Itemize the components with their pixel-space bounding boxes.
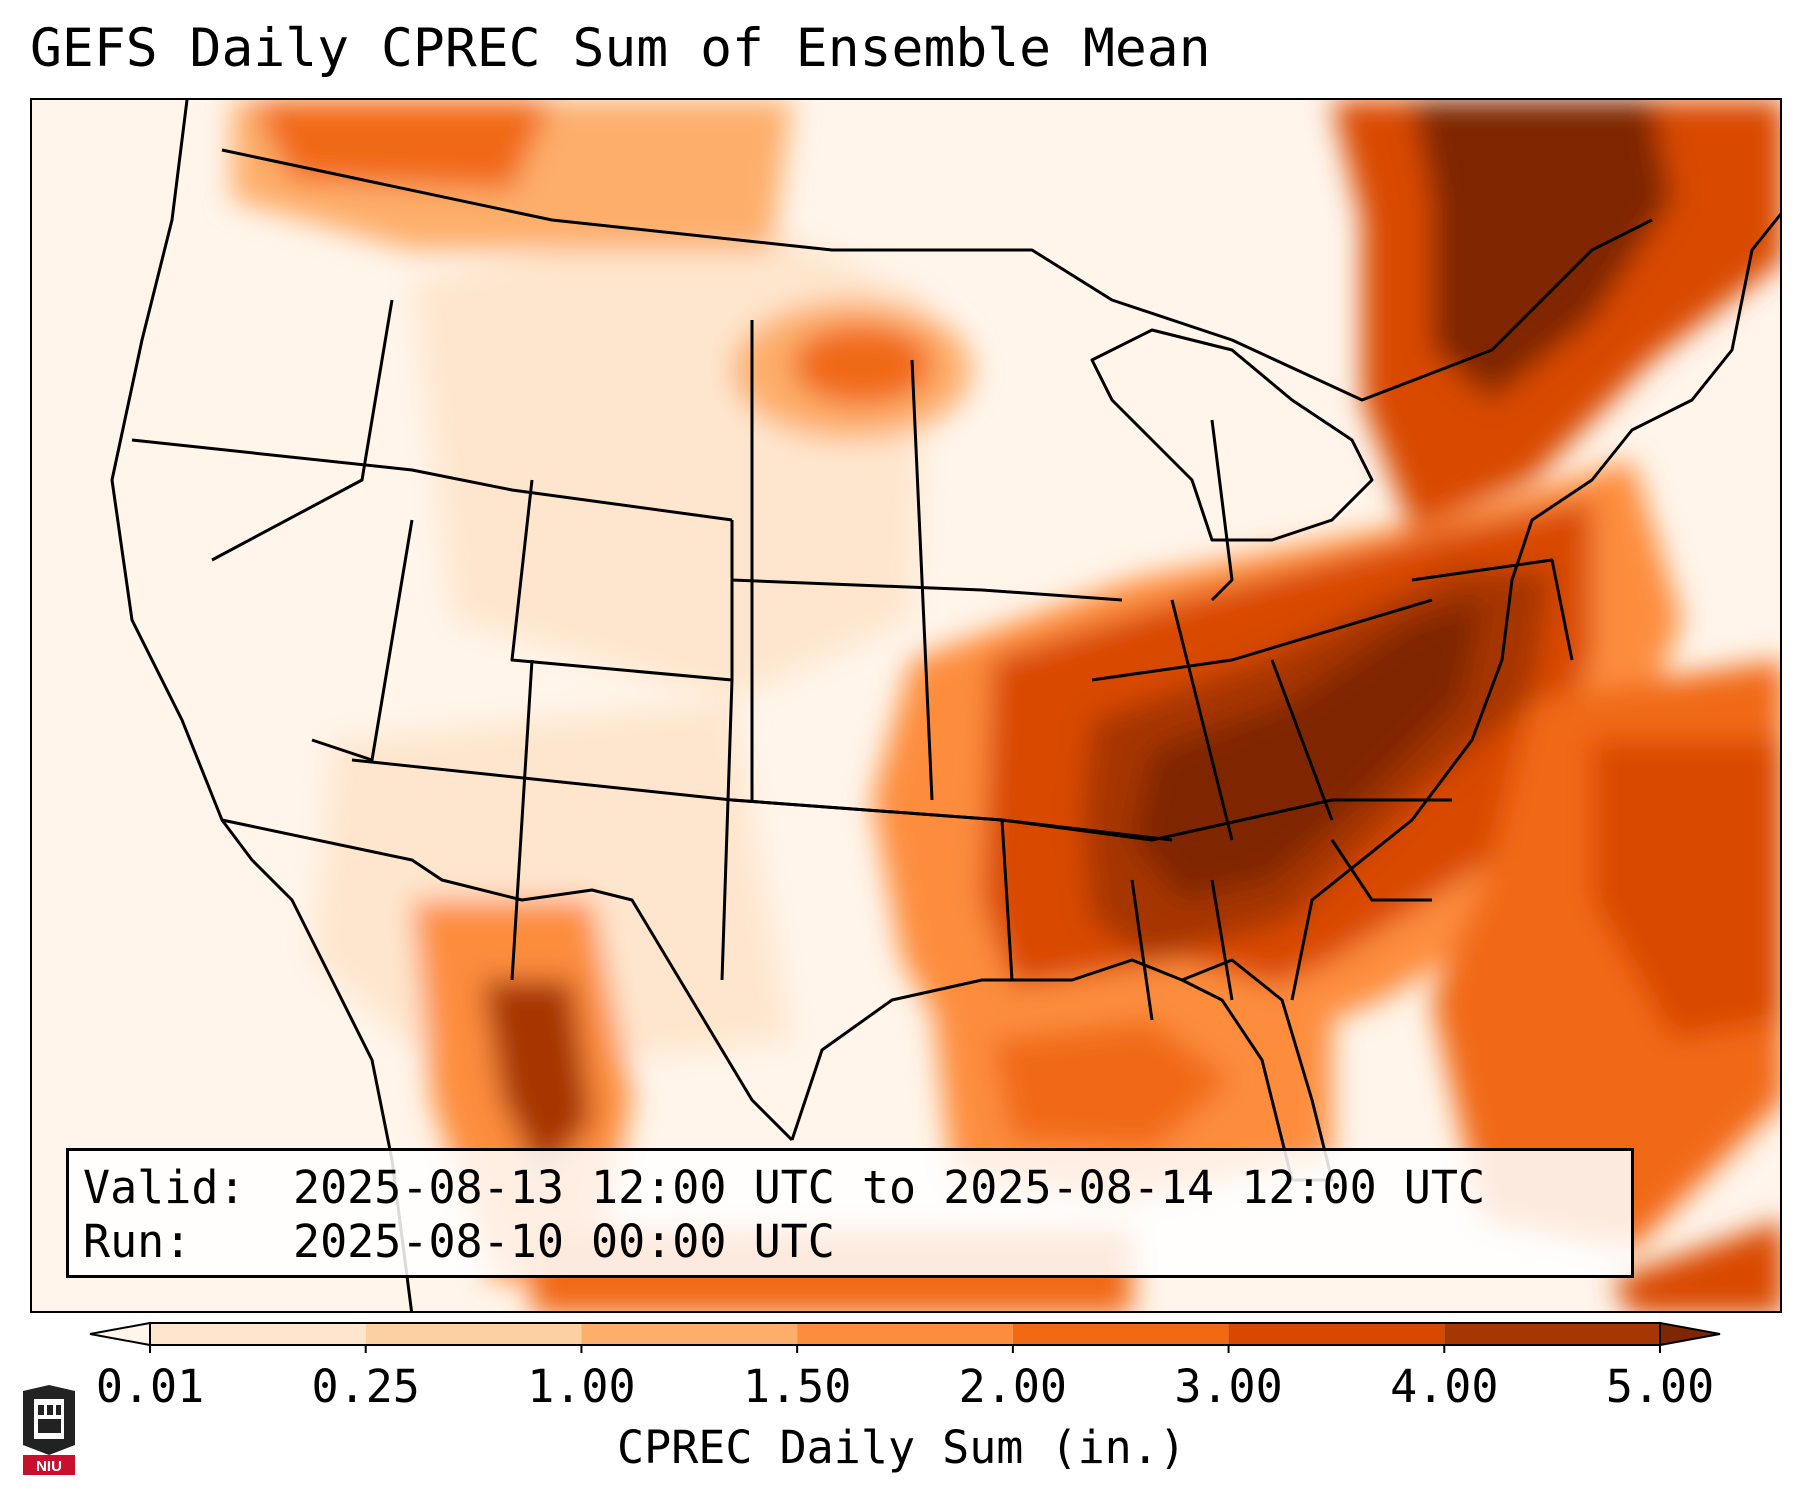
colorbar-label: CPREC Daily Sum (in.) xyxy=(617,1421,1186,1474)
colorbar-tick-label: 0.01 xyxy=(95,1360,205,1413)
valid-line: Valid: 2025-08-13 12:00 UTC to 2025-08-14… xyxy=(83,1165,1485,1210)
colorbar-tick-label: 5.00 xyxy=(1605,1360,1715,1413)
colorbar-segment xyxy=(1444,1323,1660,1345)
run-line: Run: 2025-08-10 00:00 UTC xyxy=(83,1219,835,1264)
colorbar-extend-low xyxy=(89,1321,151,1347)
logo-text: NIU xyxy=(36,1458,62,1475)
colorbar-segment xyxy=(1228,1323,1445,1345)
colorbar-tick-label: 3.00 xyxy=(1174,1360,1283,1413)
colorbar-outline xyxy=(149,1322,1661,1346)
valid-label: Valid: xyxy=(83,1161,246,1214)
colorbar-segment xyxy=(581,1323,798,1345)
colorbar-tick-label: 0.25 xyxy=(311,1360,420,1413)
colorbar-segment xyxy=(150,1323,366,1345)
map-canvas xyxy=(32,100,1780,1311)
colorbar xyxy=(89,1321,1721,1353)
niu-logo: NIU xyxy=(23,1385,75,1475)
colorbar-segment xyxy=(365,1323,582,1345)
colorbar-tick-label: 2.00 xyxy=(958,1360,1068,1413)
run-value: 2025-08-10 00:00 UTC xyxy=(293,1215,835,1268)
run-label: Run: xyxy=(83,1215,192,1268)
colorbar-tick-label: 4.00 xyxy=(1390,1360,1499,1413)
colorbar-tick-label: 1.00 xyxy=(527,1360,636,1413)
colorbar-segments xyxy=(89,1321,1721,1353)
colorbar-extend-high xyxy=(1659,1321,1721,1347)
valid-value: 2025-08-13 12:00 UTC to 2025-08-14 12:00… xyxy=(293,1161,1486,1214)
precipitation-map xyxy=(30,98,1782,1313)
colorbar-segment xyxy=(1012,1323,1229,1345)
precip-shading xyxy=(232,100,1780,1311)
validity-info-box: Valid: 2025-08-13 12:00 UTC to 2025-08-14… xyxy=(66,1148,1634,1278)
state-borders xyxy=(110,100,1780,1311)
map-title: GEFS Daily CPREC Sum of Ensemble Mean xyxy=(30,18,1211,79)
colorbar-segment xyxy=(797,1323,1013,1345)
colorbar-tick-label: 1.50 xyxy=(742,1360,852,1413)
